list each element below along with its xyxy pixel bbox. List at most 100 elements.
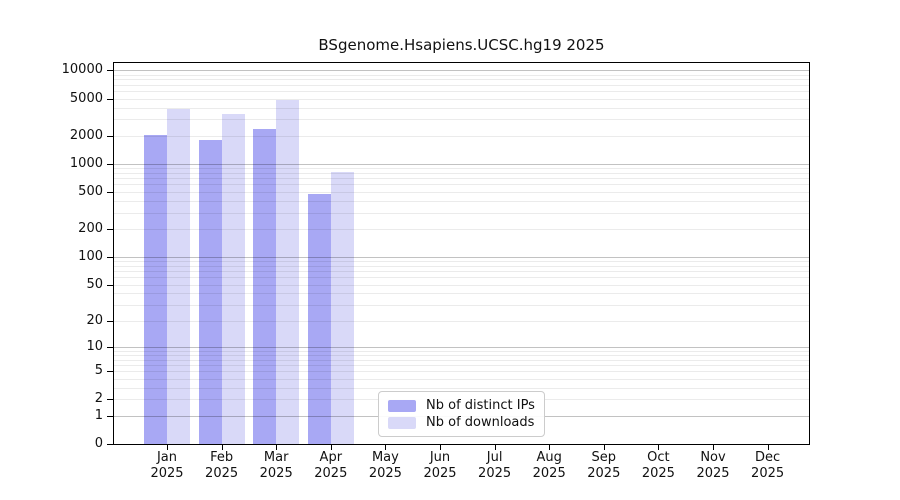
x-tick-label-sep: Sep 2025: [569, 450, 639, 482]
gridline-minor: [114, 74, 809, 76]
gridline-minor: [114, 378, 809, 380]
x-tick-month: Apr: [319, 450, 343, 465]
y-tick-mark: [107, 98, 113, 100]
x-tick-year: 2025: [368, 466, 402, 481]
y-tick-label: 5: [94, 363, 103, 379]
gridline-minor: [114, 200, 809, 202]
x-tick-label-aug: Aug 2025: [514, 450, 584, 482]
y-tick-label: 2000: [69, 127, 103, 143]
y-tick-label: 50: [86, 276, 103, 292]
legend-item-downloads: Nb of downloads: [388, 414, 535, 431]
x-tick-mark: [603, 445, 605, 450]
bar-downloads-apr: [330, 171, 354, 444]
gridline-minor: [114, 168, 809, 170]
y-tick-mark: [107, 228, 113, 230]
y-tick-mark: [107, 135, 113, 137]
y-tick-label: 5000: [69, 90, 103, 106]
x-tick-month: Oct: [647, 450, 670, 465]
y-tick-label: 200: [78, 220, 103, 236]
y-tick-mark: [107, 284, 113, 286]
y-tick-mark: [107, 444, 113, 445]
gridline-minor: [114, 79, 809, 81]
y-tick-mark: [107, 163, 113, 165]
x-tick-mark: [549, 445, 551, 450]
gridline-minor: [114, 212, 809, 214]
x-tick-mark: [221, 445, 223, 450]
gridline-minor: [114, 271, 809, 273]
gridline-minor: [114, 84, 809, 86]
y-tick-label: 1: [94, 407, 103, 423]
gridline-major: [114, 256, 809, 258]
y-tick-mark: [107, 346, 113, 348]
gridline-minor: [114, 184, 809, 186]
x-tick-year: 2025: [532, 466, 566, 481]
x-tick-label-mar: Mar 2025: [241, 450, 311, 482]
x-tick-mark: [330, 445, 332, 450]
gridline-minor: [114, 261, 809, 263]
bar-downloads-mar: [276, 100, 300, 444]
legend-item-distinct-ips: Nb of distinct IPs: [388, 397, 535, 414]
bar-distinct-ips-feb: [198, 139, 222, 444]
x-tick-month: Feb: [210, 450, 234, 465]
gridline-minor: [114, 350, 809, 352]
gridline-minor: [114, 365, 809, 367]
x-tick-mark: [713, 445, 714, 450]
gridline-minor: [114, 119, 809, 121]
x-tick-year: 2025: [641, 466, 675, 481]
y-tick-mark: [107, 415, 113, 417]
y-tick-label: 1000: [69, 155, 103, 171]
x-tick-month: Dec: [755, 450, 781, 465]
x-tick-month: Jan: [156, 450, 178, 465]
gridline-minor: [114, 228, 809, 230]
x-tick-mark: [276, 445, 278, 450]
legend: Nb of distinct IPs Nb of downloads: [378, 391, 545, 437]
y-tick-label: 0: [94, 436, 103, 451]
x-tick-month: Jul: [486, 450, 503, 465]
x-tick-mark: [767, 445, 769, 450]
x-tick-label-jan: Jan 2025: [132, 450, 202, 482]
x-tick-year: 2025: [205, 466, 239, 481]
gridline-minor: [114, 178, 809, 180]
x-tick-label-jun: Jun 2025: [405, 450, 475, 482]
gridline-major: [114, 163, 809, 165]
bar-downloads-jan: [167, 108, 190, 444]
gridline-minor: [114, 293, 809, 295]
legend-label-distinct-ips: Nb of distinct IPs: [426, 398, 535, 413]
legend-swatch-downloads: [388, 416, 416, 429]
x-tick-label-apr: Apr 2025: [296, 450, 366, 482]
gridline-minor: [114, 191, 809, 193]
y-tick-mark: [107, 399, 113, 401]
x-tick-label-may: May 2025: [350, 450, 420, 482]
y-tick-label: 10000: [61, 62, 103, 78]
x-tick-label-jul: Jul 2025: [460, 450, 530, 482]
x-tick-month: Sep: [591, 450, 617, 465]
x-tick-year: 2025: [423, 466, 457, 481]
gridline-minor: [114, 135, 809, 137]
x-tick-label-dec: Dec 2025: [733, 450, 803, 482]
x-tick-label-feb: Feb 2025: [187, 450, 257, 482]
gridline-minor: [114, 277, 809, 279]
gridline-minor: [114, 371, 809, 373]
legend-swatch-distinct-ips: [388, 399, 416, 412]
bar-distinct-ips-mar: [253, 129, 277, 444]
bar-distinct-ips-apr: [307, 193, 331, 444]
gridline-minor: [114, 172, 809, 174]
y-tick-label: 20: [86, 312, 103, 328]
y-tick-mark: [107, 70, 113, 72]
x-tick-month: Mar: [263, 450, 289, 465]
y-tick-label: 2: [94, 391, 103, 407]
x-tick-label-nov: Nov 2025: [678, 450, 748, 482]
x-tick-year: 2025: [314, 466, 348, 481]
x-tick-month: Jun: [429, 450, 451, 465]
gridline-minor: [114, 98, 809, 100]
x-tick-year: 2025: [150, 466, 184, 481]
x-tick-year: 2025: [587, 466, 621, 481]
x-tick-mark: [658, 445, 660, 450]
y-tick-mark: [107, 191, 113, 193]
bar-downloads-feb: [221, 113, 245, 444]
gridline-minor: [114, 354, 809, 356]
x-tick-year: 2025: [696, 466, 730, 481]
x-tick-year: 2025: [259, 466, 293, 481]
plot-area: [113, 62, 810, 445]
